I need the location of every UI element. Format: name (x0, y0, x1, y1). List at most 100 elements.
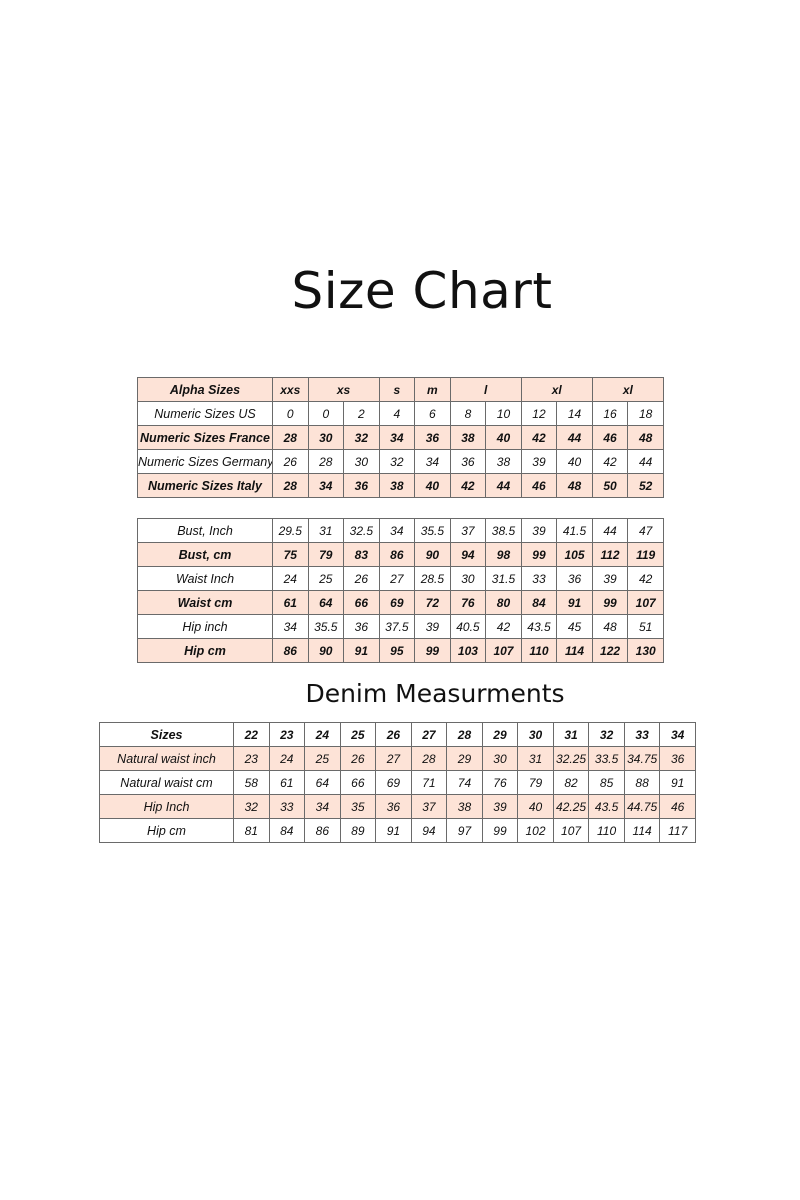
table-cell: 26 (339, 746, 377, 771)
table-cell: 50 (591, 473, 629, 498)
column-header: xl (520, 377, 593, 402)
table-cell: 30 (481, 746, 519, 771)
table-cell: 44 (556, 425, 593, 450)
table-cell: 86 (378, 542, 416, 567)
table-cell: 130 (627, 638, 664, 663)
column-header: 25 (339, 722, 377, 747)
table-cell: 89 (339, 818, 377, 843)
table-cell: 39 (520, 518, 558, 543)
table-row: Bust, Inch 29.5 31 32.5 34 35.5 37 38.5 39 41.5 44… (137, 518, 664, 543)
table-cell: 33.5 (588, 746, 625, 771)
table-cell: 38 (446, 794, 483, 819)
table-cell: 80 (485, 590, 522, 615)
table-row: Hip Inch 32 33 34 35 36 37 38 39 40 42.25 43.5 44.75… (99, 794, 696, 819)
table-cell: 34 (378, 518, 416, 543)
column-header: 31 (552, 722, 590, 747)
table-cell: 103 (449, 638, 487, 663)
table-cell: 91 (375, 818, 412, 843)
table-cell: 44 (485, 473, 522, 498)
table-cell: 110 (520, 638, 558, 663)
table-cell: 2 (343, 401, 380, 426)
table-cell: 37.5 (378, 614, 416, 639)
table-cell: 94 (410, 818, 448, 843)
table-cell: 35.5 (307, 614, 345, 639)
table-cell: 29 (446, 746, 483, 771)
table-row: Numeric Sizes France 28 30 32 34 36 38 40 42 44 46… (137, 425, 664, 450)
table-cell: 25 (307, 566, 345, 591)
table-cell: 42 (485, 614, 522, 639)
table-cell: 34 (304, 794, 341, 819)
table-cell: 105 (556, 542, 593, 567)
table-cell: 23 (233, 746, 270, 771)
table-cell: 44 (627, 449, 664, 474)
table-cell: 34 (414, 449, 451, 474)
table-cell: 32.5 (343, 518, 380, 543)
row-header: Numeric Sizes France (137, 425, 273, 450)
table-cell: 32 (378, 449, 416, 474)
table-cell: 61 (272, 590, 309, 615)
table-cell: 76 (449, 590, 487, 615)
body-measurements-table: Bust, Inch 29.5 31 32.5 34 35.5 37 38.5 39 41.5 44… (137, 518, 664, 663)
row-header: Bust, Inch (137, 518, 273, 543)
table-cell: 97 (446, 818, 483, 843)
column-header: 23 (268, 722, 306, 747)
table-cell: 81 (233, 818, 270, 843)
table-cell: 107 (627, 590, 664, 615)
table-cell: 99 (591, 590, 629, 615)
table-cell: 48 (591, 614, 629, 639)
table-cell: 39 (481, 794, 519, 819)
table-cell: 40 (556, 449, 593, 474)
table-cell: 41.5 (556, 518, 593, 543)
table-cell: 94 (449, 542, 487, 567)
row-header: Sizes (99, 722, 234, 747)
table-cell: 45 (556, 614, 593, 639)
table-cell: 28 (272, 425, 309, 450)
table-cell: 31 (517, 746, 554, 771)
table-cell: 88 (623, 770, 661, 795)
table-row: Numeric Sizes US 0 0 2 4 6 8 10 12 14 16 18 (137, 401, 664, 426)
column-header: 33 (623, 722, 661, 747)
table-cell: 82 (552, 770, 590, 795)
table-cell: 43.5 (520, 614, 558, 639)
table-cell: 14 (556, 401, 593, 426)
table-cell: 79 (307, 542, 345, 567)
table-cell: 43.5 (588, 794, 625, 819)
table-cell: 117 (659, 818, 696, 843)
table-cell: 10 (485, 401, 522, 426)
table-row: Hip inch 34 35.5 36 37.5 39 40.5 42 43.5 45 48 51 (137, 614, 664, 639)
row-header: Hip Inch (99, 794, 234, 819)
table-cell: 36 (449, 449, 487, 474)
table-cell: 74 (446, 770, 483, 795)
table-cell: 79 (517, 770, 554, 795)
table-cell: 37 (410, 794, 448, 819)
table-cell: 31 (307, 518, 345, 543)
table-cell: 61 (268, 770, 306, 795)
column-header: l (449, 377, 522, 402)
table-cell: 32 (233, 794, 270, 819)
table-cell: 33 (268, 794, 306, 819)
table-cell: 27 (378, 566, 416, 591)
column-header: xxs (272, 377, 309, 402)
table-cell: 66 (339, 770, 377, 795)
table-cell: 34.75 (623, 746, 661, 771)
table-cell: 38 (449, 425, 487, 450)
column-header: 30 (517, 722, 554, 747)
row-header: Hip inch (137, 614, 273, 639)
row-header: Waist cm (137, 590, 273, 615)
table-cell: 71 (410, 770, 448, 795)
column-header: 29 (481, 722, 519, 747)
table-cell: 36 (659, 746, 696, 771)
table-cell: 42 (520, 425, 558, 450)
row-header: Natural waist inch (99, 746, 234, 771)
table-row: Hip cm 81 84 86 89 91 94 97 99 102 107 110 114 117 (99, 818, 696, 843)
table-row: Waist cm 61 64 66 69 72 76 80 84 91 99 107 (137, 590, 664, 615)
table-cell: 119 (627, 542, 664, 567)
table-row: Natural waist inch 23 24 25 26 27 28 29 30 31 32.2… (99, 746, 696, 771)
table-cell: 84 (268, 818, 306, 843)
table-cell: 40 (414, 473, 451, 498)
row-header: Hip cm (99, 818, 234, 843)
table-cell: 24 (268, 746, 306, 771)
table-cell: 29.5 (272, 518, 309, 543)
table-cell: 51 (627, 614, 664, 639)
table-cell: 98 (485, 542, 522, 567)
